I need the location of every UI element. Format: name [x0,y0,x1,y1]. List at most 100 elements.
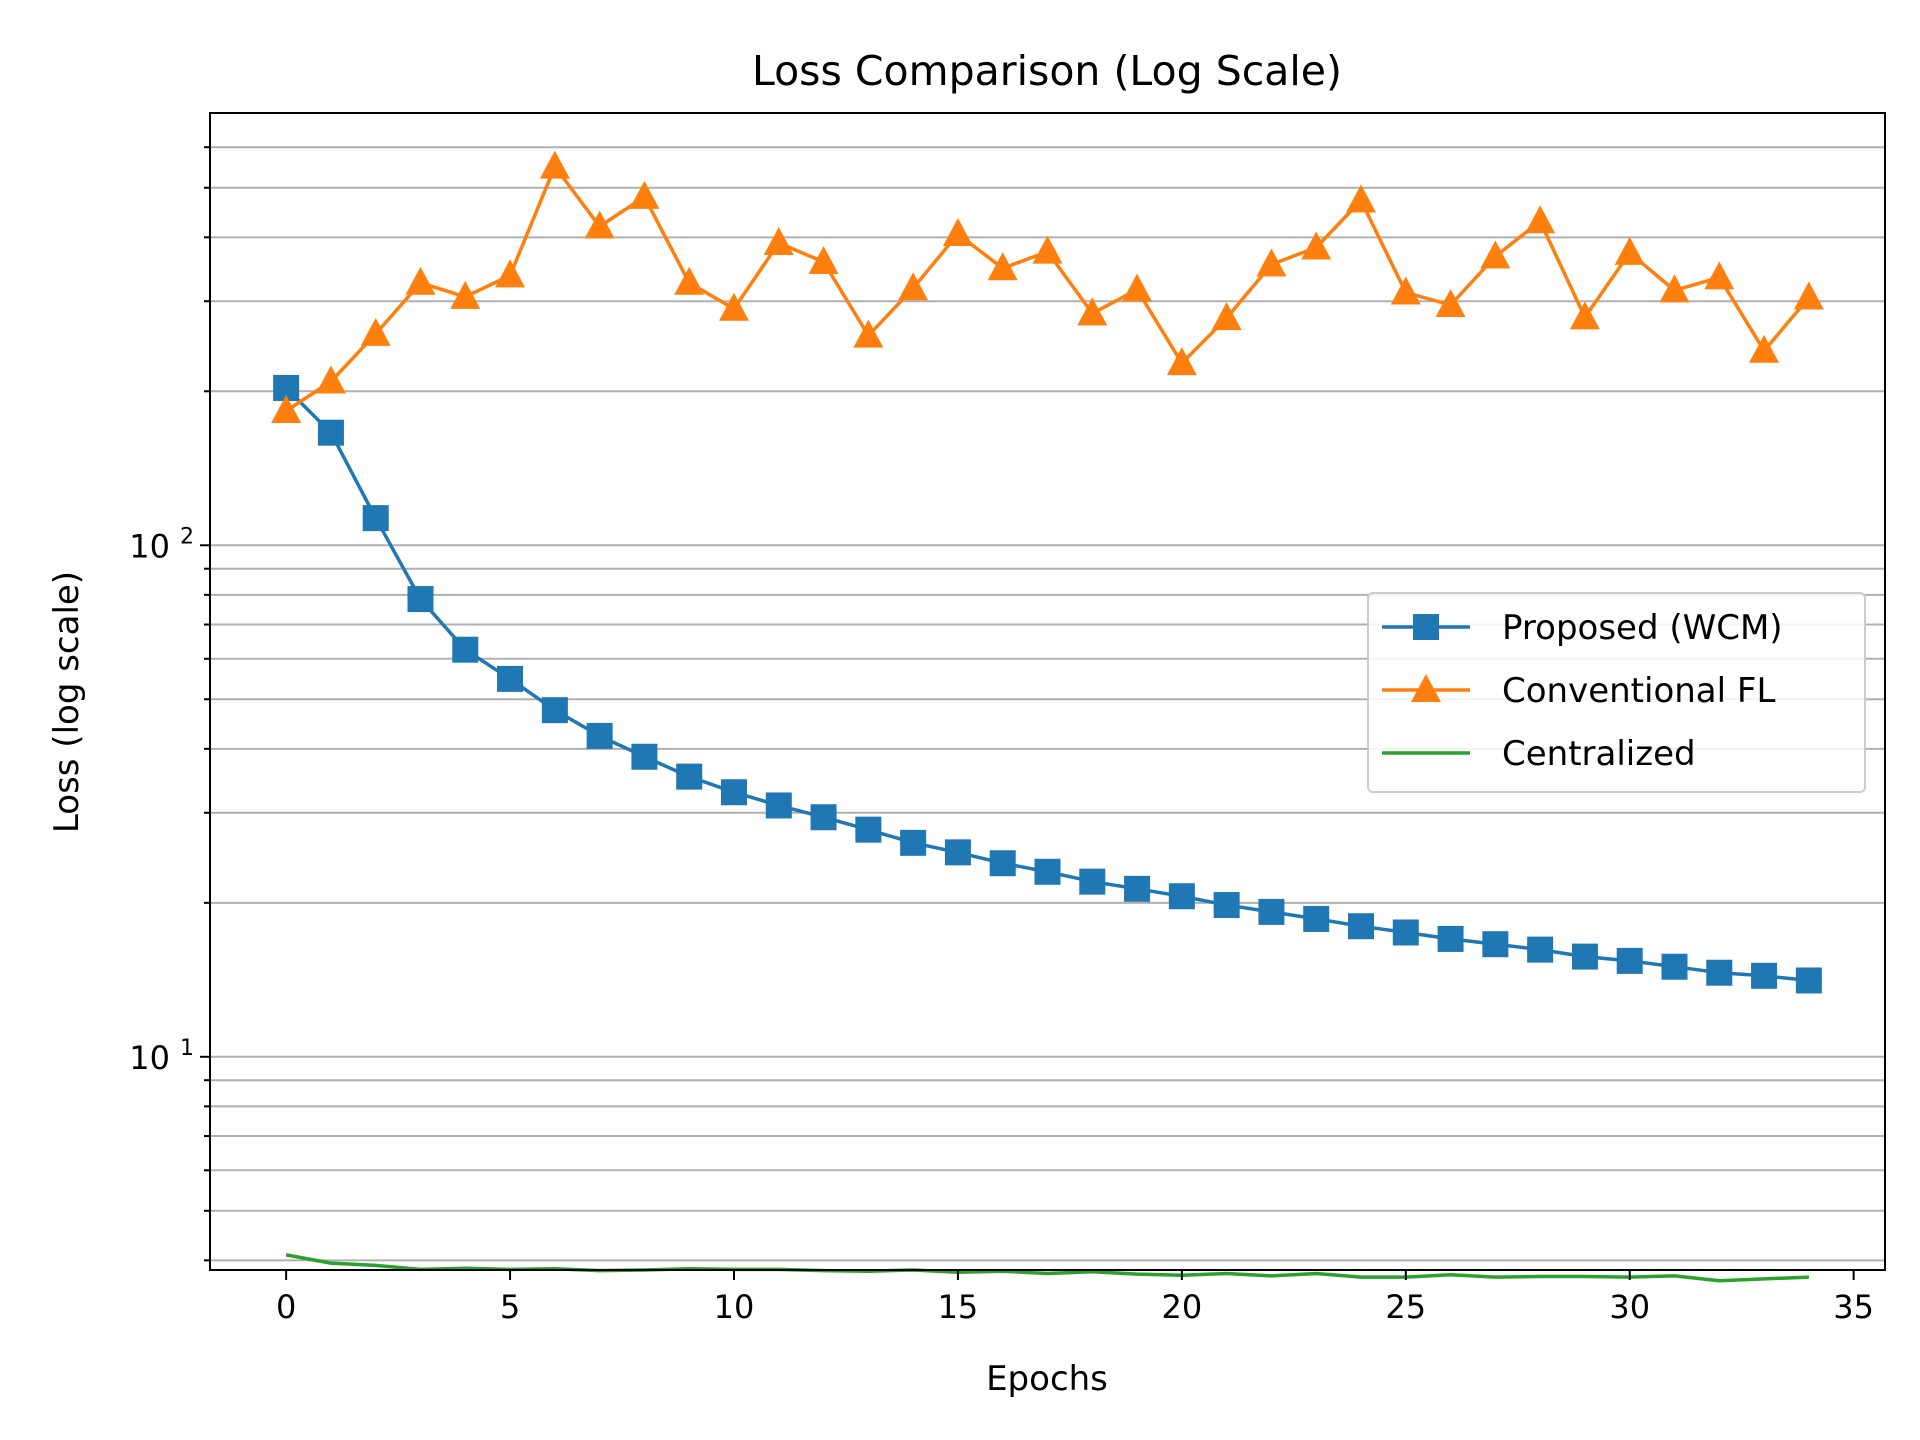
y-axis-label: Loss (log scale) [47,571,87,833]
data-point-proposed-wcm [855,816,882,843]
data-point-proposed-wcm [1034,858,1061,885]
data-point-proposed-wcm [1258,898,1285,925]
x-tick-label: 25 [1385,1288,1426,1326]
data-point-conventional-fl [1704,261,1735,290]
data-point-proposed-wcm [900,829,927,856]
data-point-conventional-fl [942,218,973,247]
x-axis-label: Epochs [986,1359,1108,1399]
data-point-conventional-fl [1525,205,1556,234]
x-tick-label: 15 [938,1288,979,1326]
series-proposed-wcm [273,374,1822,994]
data-point-proposed-wcm [362,505,389,532]
series-conventional-fl [271,150,1824,424]
x-tick-label: 35 [1833,1288,1874,1326]
data-point-conventional-fl [584,210,615,239]
data-point-proposed-wcm [1527,936,1554,963]
data-point-conventional-fl [1211,302,1242,331]
legend: Proposed (WCM) Conventional FL Centralized [1367,592,1866,793]
series-line-centralized [285,1253,1809,1283]
data-point-conventional-fl [1793,281,1824,310]
data-point-proposed-wcm [989,850,1016,877]
data-point-conventional-fl [405,266,436,295]
x-tick-label: 10 [714,1288,755,1326]
data-point-conventional-fl [1077,297,1108,326]
data-point-conventional-fl [1346,184,1377,213]
data-point-proposed-wcm [1079,868,1106,895]
legend-item-conventional-fl: Conventional FL [1382,671,1775,711]
chart-title: Loss Comparison (Log Scale) [752,47,1342,95]
data-point-proposed-wcm [1616,947,1643,974]
data-point-conventional-fl [1749,334,1780,363]
data-point-proposed-wcm [1661,953,1688,980]
legend-marker [1411,674,1441,702]
data-point-conventional-fl [629,180,660,209]
x-tick-label: 0 [276,1288,296,1326]
data-point-conventional-fl [808,245,839,274]
data-point-conventional-fl [718,292,749,321]
data-point-proposed-wcm [317,419,344,446]
data-point-conventional-fl [987,252,1018,281]
data-point-proposed-wcm [720,779,747,806]
data-point-conventional-fl [1122,273,1153,302]
data-point-conventional-fl [1390,276,1421,305]
data-point-proposed-wcm [407,586,434,613]
data-point-proposed-wcm [1124,875,1151,902]
y-tick-label-exponent: 1 [180,1036,194,1061]
data-point-conventional-fl [853,319,884,348]
legend-marker [1413,614,1439,640]
data-point-conventional-fl [495,259,526,288]
data-point-proposed-wcm [586,722,613,749]
data-point-conventional-fl [1301,231,1332,260]
data-point-proposed-wcm [1571,943,1598,970]
data-point-proposed-wcm [631,743,658,770]
legend-item-proposed-wcm: Proposed (WCM) [1382,608,1783,648]
x-tick-label: 5 [500,1288,520,1326]
data-point-conventional-fl [539,150,570,179]
plot-frame [209,112,1886,1271]
data-point-proposed-wcm [1213,892,1240,919]
x-tick-label: 30 [1609,1288,1650,1326]
x-tick-label: 20 [1161,1288,1202,1326]
data-point-proposed-wcm [1706,959,1733,986]
data-point-conventional-fl [898,272,929,301]
data-point-conventional-fl [1569,301,1600,330]
data-point-proposed-wcm [810,804,837,831]
data-point-conventional-fl [360,317,391,346]
data-point-conventional-fl [674,266,705,295]
data-point-proposed-wcm [1795,967,1822,994]
data-point-proposed-wcm [676,763,703,790]
data-point-conventional-fl [1480,240,1511,269]
data-point-proposed-wcm [765,792,792,819]
y-tick-label: 10 [129,1039,170,1077]
legend-item-centralized: Centralized [1382,734,1696,774]
data-point-conventional-fl [271,395,302,424]
data-point-proposed-wcm [452,636,479,663]
data-point-proposed-wcm [1303,905,1330,932]
series-line-conventional-fl [285,164,1811,413]
data-point-proposed-wcm [497,665,524,692]
data-point-proposed-wcm [1482,931,1509,958]
legend-label: Conventional FL [1502,671,1775,711]
data-point-proposed-wcm [1168,883,1195,910]
legend-label: Proposed (WCM) [1502,608,1783,648]
data-point-conventional-fl [1435,288,1466,317]
data-point-proposed-wcm [1348,913,1375,940]
data-point-proposed-wcm [1392,919,1419,946]
data-point-conventional-fl [1032,235,1063,264]
data-point-conventional-fl [1659,274,1690,303]
data-point-proposed-wcm [1437,925,1464,952]
data-point-conventional-fl [763,226,794,255]
series-centralized [285,1253,1809,1283]
data-point-proposed-wcm [944,839,971,866]
data-point-conventional-fl [315,365,346,394]
data-point-proposed-wcm [541,697,568,724]
data-point-conventional-fl [450,280,481,309]
y-tick-label-exponent: 2 [180,524,194,549]
data-point-conventional-fl [1166,347,1197,376]
data-point-conventional-fl [1256,248,1287,277]
legend-label: Centralized [1502,734,1696,774]
data-point-conventional-fl [1614,236,1645,265]
y-tick-label: 10 [129,527,170,565]
legend-box [1367,592,1866,793]
